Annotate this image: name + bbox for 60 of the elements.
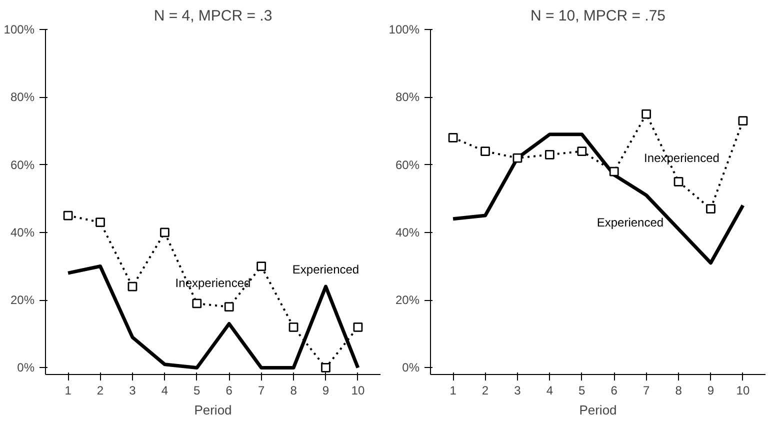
point bbox=[609, 166, 619, 176]
x-tick-label: 6 bbox=[610, 384, 618, 398]
x-tick-label: 9 bbox=[322, 384, 330, 398]
y-tick-label: 100% bbox=[388, 22, 420, 36]
point bbox=[160, 228, 170, 238]
x-axis-title: Period bbox=[194, 402, 232, 418]
y-tick-label: 80% bbox=[395, 90, 420, 104]
series-label: Inexperienced bbox=[175, 276, 251, 290]
x-tick-label: 10 bbox=[736, 384, 750, 398]
y-tick-label: 20% bbox=[10, 293, 35, 308]
x-tick-label: 2 bbox=[96, 384, 104, 398]
point bbox=[577, 146, 587, 156]
point bbox=[321, 363, 330, 372]
y-tick-label: 0% bbox=[402, 360, 420, 375]
point bbox=[706, 204, 716, 214]
point bbox=[288, 322, 298, 332]
x-tick-label: 5 bbox=[194, 384, 201, 398]
y-tick-label: 20% bbox=[395, 293, 420, 308]
point bbox=[480, 146, 490, 156]
point bbox=[642, 109, 652, 119]
chart-title: N = 4, MPCR = .3 bbox=[154, 8, 272, 24]
point bbox=[63, 210, 73, 220]
x-tick-label: 3 bbox=[514, 384, 522, 398]
point bbox=[192, 298, 202, 308]
point bbox=[674, 177, 684, 186]
x-tick-label: 6 bbox=[226, 384, 233, 398]
x-tick-label: 4 bbox=[546, 384, 554, 398]
x-axis-title: Period bbox=[579, 402, 617, 418]
x-tick-label: 7 bbox=[258, 384, 265, 398]
point bbox=[256, 262, 266, 271]
y-tick-label: 100% bbox=[4, 22, 35, 36]
x-tick-label: 10 bbox=[351, 384, 365, 398]
series-label: Experienced bbox=[292, 262, 360, 276]
point bbox=[224, 302, 234, 312]
point bbox=[544, 150, 554, 160]
y-tick-label: 40% bbox=[10, 225, 35, 240]
x-tick-label: 8 bbox=[290, 384, 298, 398]
point bbox=[738, 116, 748, 126]
series-label: Inexperienced bbox=[644, 150, 720, 165]
chart-title: N = 10, MPCR = .75 bbox=[530, 8, 666, 24]
point bbox=[512, 153, 522, 163]
point bbox=[96, 218, 105, 227]
x-tick-label: 7 bbox=[642, 384, 650, 398]
series-label: Experienced bbox=[596, 216, 664, 230]
x-tick-label: 8 bbox=[675, 384, 682, 398]
x-tick-label: 1 bbox=[450, 384, 457, 398]
x-tick-label: 2 bbox=[482, 384, 489, 398]
y-tick-label: 0% bbox=[17, 360, 35, 375]
point bbox=[128, 282, 138, 292]
y-tick-label: 80% bbox=[10, 90, 35, 104]
point bbox=[353, 322, 363, 332]
x-tick-label: 1 bbox=[64, 384, 72, 398]
x-tick-label: 4 bbox=[161, 384, 168, 398]
y-tick-label: 60% bbox=[395, 158, 420, 172]
y-tick-label: 60% bbox=[10, 158, 35, 172]
y-tick-label: 40% bbox=[395, 225, 420, 240]
x-tick-label: 3 bbox=[129, 384, 136, 398]
point bbox=[448, 133, 458, 142]
x-tick-label: 5 bbox=[578, 384, 586, 398]
x-tick-label: 9 bbox=[707, 384, 714, 398]
